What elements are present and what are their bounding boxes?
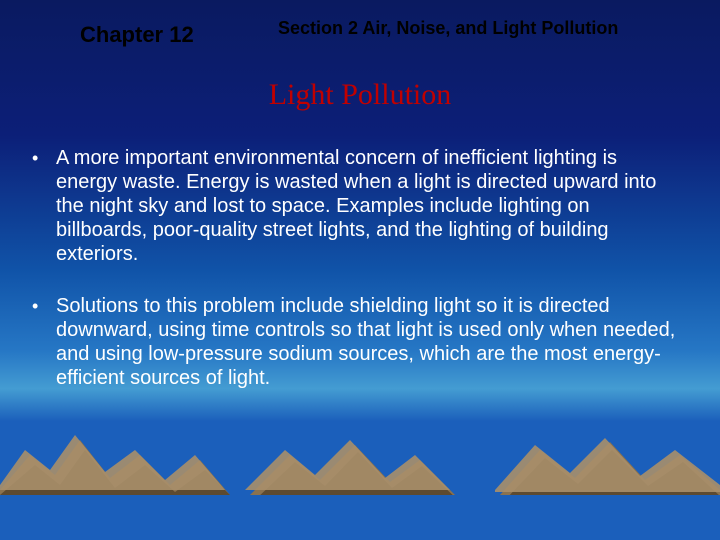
slide-content: • A more important environmental concern… [32, 146, 680, 418]
section-label: Section 2 Air, Noise, and Light Pollutio… [278, 12, 638, 40]
chapter-label: Chapter 12 [0, 12, 278, 48]
bullet-marker: • [32, 294, 56, 390]
bullet-marker: • [32, 146, 56, 266]
mountain-graphic [0, 400, 720, 540]
bullet-item: • Solutions to this problem include shie… [32, 294, 680, 390]
slide-header: Chapter 12 Section 2 Air, Noise, and Lig… [0, 12, 720, 48]
slide: Chapter 12 Section 2 Air, Noise, and Lig… [0, 0, 720, 540]
bullet-item: • A more important environmental concern… [32, 146, 680, 266]
bullet-text: Solutions to this problem include shield… [56, 294, 680, 390]
bullet-text: A more important environmental concern o… [56, 146, 680, 266]
slide-title: Light Pollution [0, 78, 720, 112]
